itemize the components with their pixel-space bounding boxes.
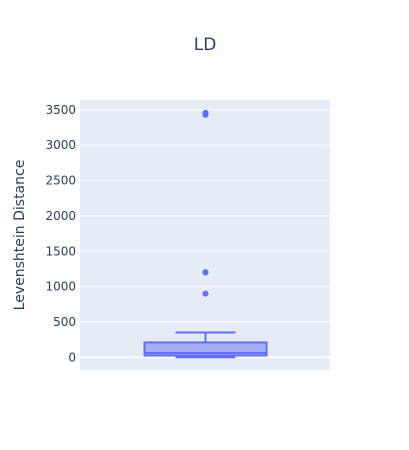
box-series [143,331,268,359]
outlier-point [202,269,209,276]
y-tick-label: 2500 [45,174,76,188]
outlier-point [202,290,209,297]
plot-area [80,100,330,370]
y-tick-label: 3000 [45,138,76,152]
outlier-point [202,109,209,116]
y-tick-label: 0 [68,350,76,364]
chart-title: LD [194,35,217,55]
y-tick-label: 1000 [45,280,76,294]
y-axis-ticks: 0 500 1000 1500 2000 2500 3000 3500 [45,103,76,364]
y-tick-label: 2000 [45,209,76,223]
y-tick-label: 500 [53,315,76,329]
y-tick-label: 1500 [45,244,76,258]
y-axis-label: Levenshtein Distance [12,160,28,311]
y-tick-label: 3500 [45,103,76,117]
outlier-points [202,109,209,297]
